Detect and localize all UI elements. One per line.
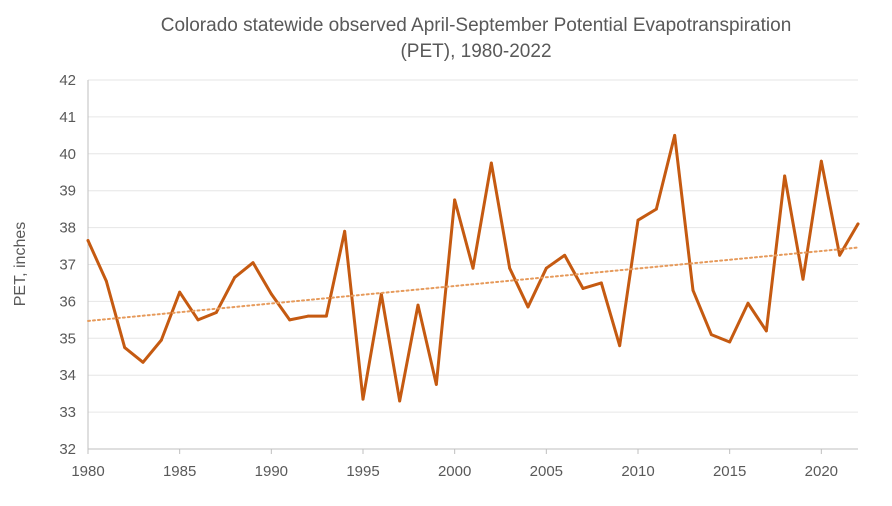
data-point [86, 239, 90, 242]
data-point [746, 301, 750, 305]
y-tick-label: 34 [59, 367, 76, 384]
data-point [141, 360, 145, 364]
data-point [361, 397, 365, 401]
y-tick-label: 39 [59, 183, 76, 200]
data-point [508, 266, 512, 270]
data-point [856, 222, 860, 226]
data-point [764, 329, 768, 333]
data-point [783, 174, 787, 178]
data-point [453, 198, 457, 202]
data-point [343, 229, 347, 233]
y-tick-label: 33 [59, 404, 76, 421]
x-tick-label: 2005 [530, 463, 563, 480]
data-point [563, 253, 567, 257]
data-point [471, 266, 475, 270]
y-tick-label: 37 [59, 257, 76, 274]
data-point [581, 287, 585, 290]
data-point [306, 314, 310, 318]
x-tick-labels: 1980 1985 1990 1995 2000 2005 2010 2015 2020 [71, 449, 838, 480]
chart-title-line-2: (PET), 1980-2022 [400, 41, 551, 62]
data-point [251, 261, 255, 265]
x-tick-label: 2020 [805, 463, 838, 480]
data-point [691, 288, 695, 292]
x-tick-label: 1980 [71, 463, 104, 480]
data-point [104, 279, 108, 283]
y-tick-label: 42 [59, 72, 76, 89]
data-point [324, 314, 328, 318]
data-point [159, 338, 163, 342]
chart-title-line-1: Colorado statewide observed April-Septem… [161, 15, 792, 36]
data-point [233, 276, 237, 279]
data-point [544, 266, 548, 270]
data-point [728, 340, 732, 344]
data-point [838, 253, 842, 257]
data-point [123, 346, 127, 349]
data-point [214, 311, 218, 314]
x-tick-label: 1985 [163, 463, 196, 480]
data-point [288, 318, 292, 322]
data-point [416, 303, 420, 307]
x-tick-label: 2015 [713, 463, 746, 480]
data-point [398, 399, 402, 403]
y-tick-label: 38 [59, 220, 76, 237]
y-tick-label: 32 [59, 441, 76, 458]
trendline [87, 246, 859, 322]
data-point [489, 161, 493, 165]
data-point [599, 281, 603, 285]
y-axis-label: PET, inches [12, 222, 29, 306]
data-point [801, 277, 805, 281]
series-layer [86, 133, 860, 403]
data-point [673, 133, 677, 137]
data-point [618, 344, 622, 348]
x-tick-label: 2010 [621, 463, 654, 480]
y-tick-label: 40 [59, 146, 76, 163]
y-tick-label: 41 [59, 109, 76, 126]
y-tick-labels: 32 33 34 35 36 37 38 39 40 41 42 [59, 72, 76, 458]
y-tick-label: 35 [59, 330, 76, 347]
data-point [196, 318, 200, 322]
data-point [434, 383, 438, 386]
data-point [526, 305, 530, 309]
data-point [636, 218, 640, 222]
data-point [178, 290, 182, 294]
data-point [819, 159, 823, 163]
x-tick-label: 2000 [438, 463, 471, 480]
data-point [269, 292, 273, 296]
x-tick-label: 1995 [346, 463, 379, 480]
x-tick-label: 1990 [255, 463, 288, 480]
data-point [654, 207, 658, 211]
y-tick-label: 36 [59, 293, 76, 310]
data-point [709, 333, 713, 337]
